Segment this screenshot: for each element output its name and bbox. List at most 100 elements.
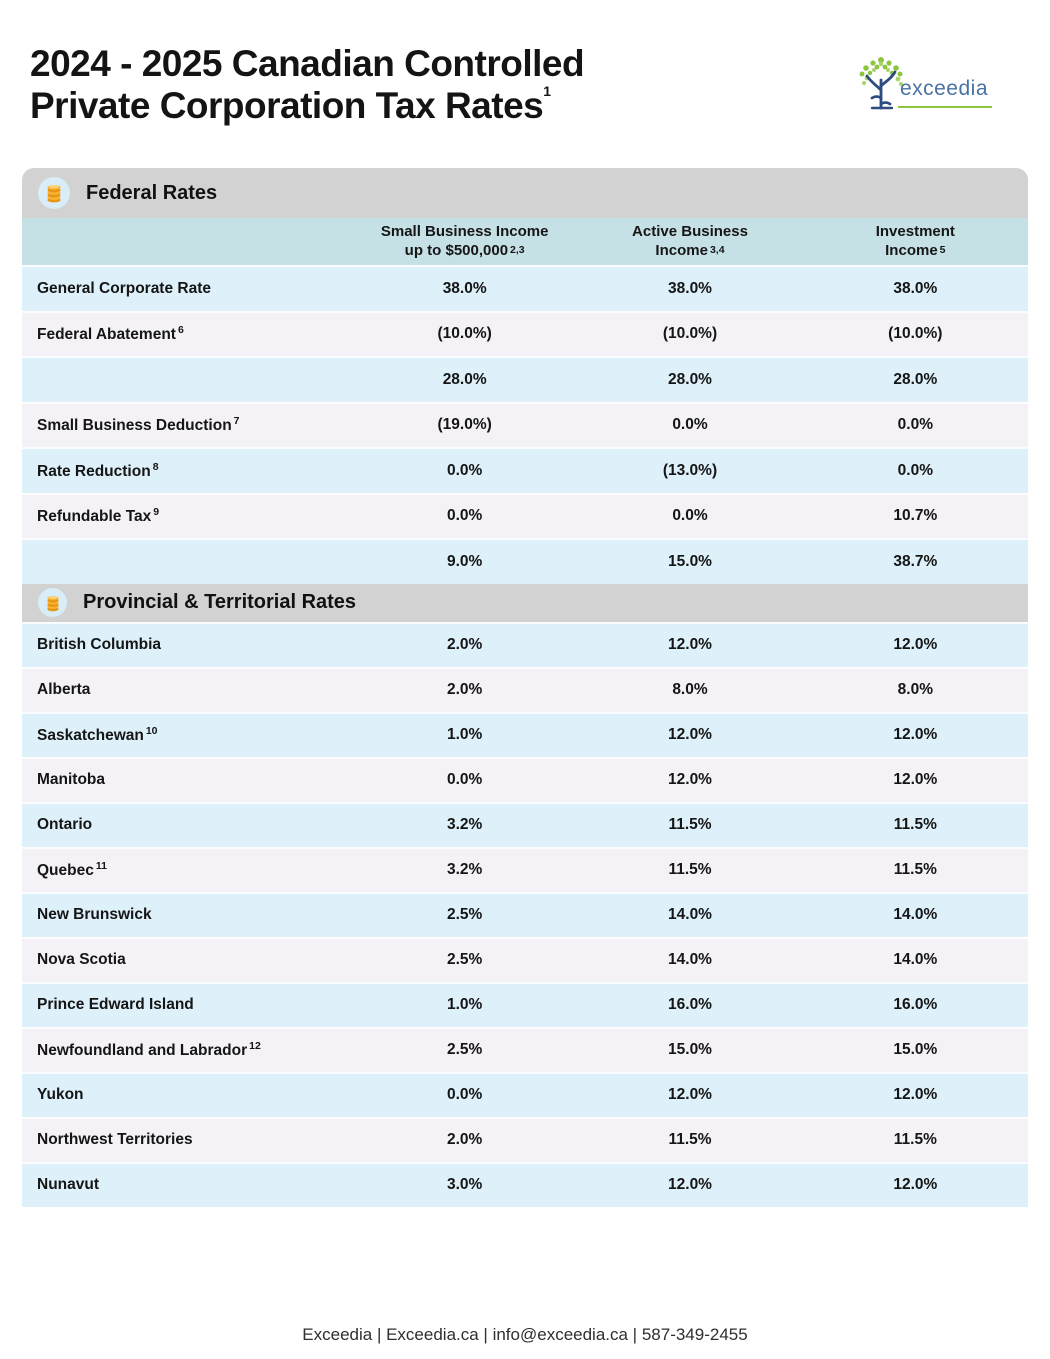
table-row: Prince Edward Island 1.0% 16.0% 16.0%: [22, 981, 1028, 1027]
rate-value: 16.0%: [668, 996, 712, 1013]
rate-value: 12.0%: [668, 771, 712, 788]
rate-value: (10.0%): [888, 325, 943, 343]
coins-icon: [38, 177, 70, 209]
row-footnote: 12: [249, 1040, 261, 1052]
rate-value: 1.0%: [446, 726, 483, 743]
row-label: Prince Edward Island: [37, 996, 194, 1013]
section-header-federal: Federal Rates: [22, 168, 1028, 218]
rate-value: 0.0%: [446, 771, 483, 788]
table-row: Rate Reduction 8 0.0% (13.0%) 0.0%: [22, 447, 1028, 493]
document-header: 2024 - 2025 Canadian Controlled Private C…: [0, 0, 1050, 168]
rate-value: 38.0%: [442, 279, 487, 297]
rate-value: 8.0%: [897, 681, 933, 698]
rate-value: 15.0%: [668, 1041, 712, 1058]
rate-value: 14.0%: [893, 906, 938, 923]
row-label: Refundable Tax 9: [37, 506, 160, 526]
row-label: British Columbia: [37, 636, 162, 653]
row-footnote: 7: [233, 415, 240, 428]
column-footnote: 2,3: [510, 243, 525, 256]
rate-value: 2.0%: [446, 1131, 483, 1148]
row-footnote: 8: [152, 460, 159, 473]
rate-value: 2.0%: [446, 681, 483, 698]
rate-value: 14.0%: [668, 951, 712, 968]
rate-value: 0.0%: [446, 461, 483, 479]
title-line-2: Private Corporation Tax Rates: [30, 84, 544, 126]
rate-value: 38.7%: [893, 552, 938, 570]
exceedia-logo: exceedia: [854, 52, 992, 114]
row-footnote: 6: [177, 324, 184, 337]
column-footnote: 5: [939, 243, 946, 256]
table-row: Saskatchewan 10 1.0% 12.0% 12.0%: [22, 711, 1028, 757]
section-title-provincial: Provincial & Territorial Rates: [83, 591, 357, 613]
row-label: Manitoba: [37, 771, 106, 788]
rate-value: 8.0%: [672, 681, 708, 698]
row-label: New Brunswick: [37, 906, 152, 923]
table-row: Manitoba 0.0% 12.0% 12.0%: [22, 756, 1028, 802]
tax-rates-table: Federal Rates Small Business Income up to…: [22, 168, 1028, 1207]
logo-wordmark: exceedia: [897, 77, 992, 108]
rate-value: 0.0%: [446, 1086, 483, 1103]
rate-value: 12.0%: [893, 636, 938, 653]
rate-value: 2.5%: [446, 1041, 483, 1058]
rate-value: 9.0%: [446, 552, 483, 570]
rate-value: 14.0%: [668, 906, 712, 923]
tree-icon: [859, 57, 903, 110]
title-line-1: 2024 - 2025 Canadian Controlled: [30, 43, 585, 84]
row-label: Alberta: [37, 681, 91, 698]
table-row: Federal Abatement 6 (10.0%) (10.0%) (10.0%): [22, 310, 1028, 356]
column-headers: Small Business Income up to $500,000 2,3 A…: [22, 218, 1028, 265]
row-label: General Corporate Rate: [37, 279, 211, 297]
rate-value: 16.0%: [893, 996, 938, 1013]
table-row: British Columbia 2.0% 12.0% 12.0%: [22, 621, 1028, 667]
rate-value: 12.0%: [668, 1176, 712, 1193]
rate-value: (10.0%): [662, 325, 718, 343]
rate-value: 11.5%: [668, 861, 712, 878]
rate-value: 3.0%: [446, 1176, 483, 1193]
table-row: Northwest Territories 2.0% 11.5% 11.5%: [22, 1116, 1028, 1162]
table-row: 28.0% 28.0% 28.0%: [22, 356, 1028, 402]
rate-value: (13.0%): [662, 461, 718, 479]
section-header-provincial: Provincial & Territorial Rates: [22, 583, 1028, 622]
federal-rows: General Corporate Rate 38.0% 38.0% 38.0% Fed…: [22, 265, 1028, 584]
table-row: Ontario 3.2% 11.5% 11.5%: [22, 801, 1028, 847]
row-footnote: 11: [95, 860, 107, 872]
rate-value: 2.5%: [446, 906, 483, 923]
rate-value: 12.0%: [893, 1176, 938, 1193]
row-label: Yukon: [37, 1086, 84, 1103]
row-label: Small Business Deduction 7: [37, 415, 240, 435]
rate-value: 12.0%: [893, 1086, 938, 1103]
rate-value: 38.0%: [668, 279, 712, 297]
table-row: Alberta 2.0% 8.0% 8.0%: [22, 666, 1028, 712]
column-header-investment: Investment Income 5: [875, 222, 955, 259]
rate-value: 2.5%: [446, 951, 483, 968]
rate-value: 0.0%: [446, 507, 483, 525]
rate-value: 1.0%: [446, 996, 483, 1013]
table-row: Nunavut 3.0% 12.0% 12.0%: [22, 1161, 1028, 1207]
provincial-rows: British Columbia 2.0% 12.0% 12.0% Alberta 2.0…: [22, 621, 1028, 1207]
row-label: Northwest Territories: [37, 1131, 193, 1148]
rate-value: 11.5%: [893, 1131, 937, 1148]
table-row: Newfoundland and Labrador 12 2.5% 15.0% 15.0…: [22, 1026, 1028, 1072]
rate-value: 12.0%: [668, 636, 712, 653]
rate-value: 12.0%: [668, 726, 712, 743]
rate-value: 11.5%: [893, 861, 937, 878]
rate-value: 11.5%: [668, 1131, 712, 1148]
table-row: 9.0% 15.0% 38.7%: [22, 538, 1028, 584]
column-footnote: 3,4: [709, 243, 725, 256]
table-row: Nova Scotia 2.5% 14.0% 14.0%: [22, 936, 1028, 982]
title-footnote: 1: [543, 82, 551, 99]
row-label: Nunavut: [37, 1176, 99, 1193]
row-label: Nova Scotia: [37, 951, 126, 968]
rate-value: 14.0%: [893, 951, 938, 968]
rate-value: 11.5%: [668, 816, 712, 833]
table-row: General Corporate Rate 38.0% 38.0% 38.0%: [22, 265, 1028, 311]
rate-value: 38.0%: [893, 279, 938, 297]
rate-value: 10.7%: [893, 507, 938, 525]
rate-value: (10.0%): [437, 325, 492, 343]
rate-value: 28.0%: [893, 370, 938, 388]
table-row: Small Business Deduction 7 (19.0%) 0.0% 0.0%: [22, 401, 1028, 447]
rate-value: 0.0%: [672, 416, 708, 434]
rate-value: 2.0%: [446, 636, 483, 653]
row-label: Federal Abatement 6: [37, 324, 184, 344]
row-label: Rate Reduction 8: [37, 460, 159, 480]
